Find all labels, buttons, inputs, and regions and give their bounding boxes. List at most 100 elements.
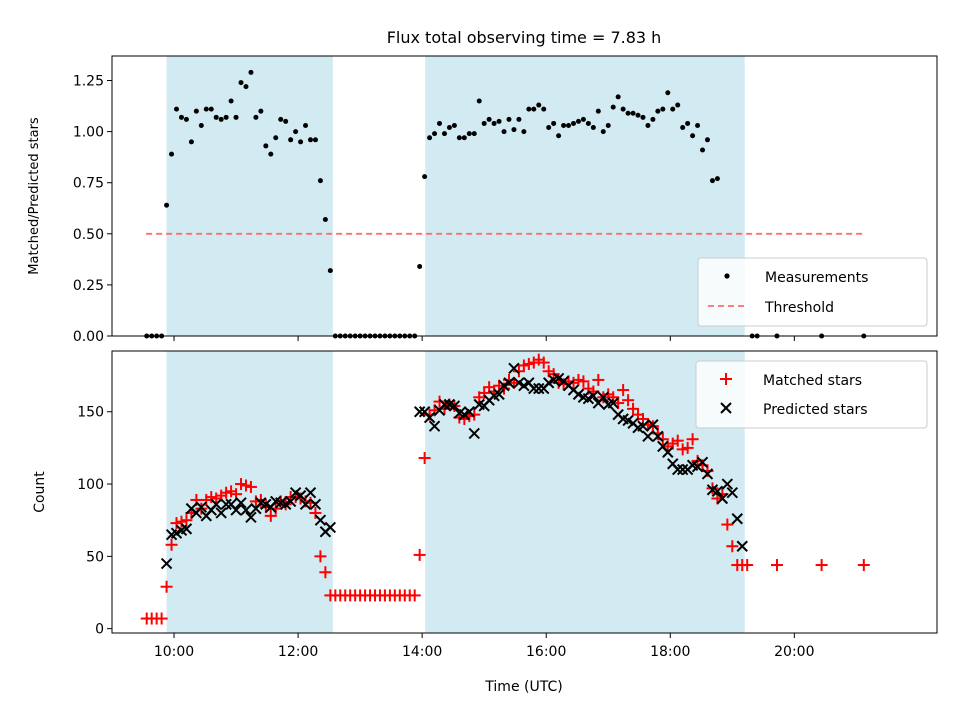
predicted-star-point xyxy=(652,430,664,443)
bottom-x-ticks: 10:00 12:00 14:00 16:00 18:00 20:00 xyxy=(154,633,815,660)
predicted-star-point xyxy=(210,498,222,510)
y-tick-label: 0.75 xyxy=(73,176,104,192)
x-tick-label: 12:00 xyxy=(278,644,318,660)
measurement-point xyxy=(317,178,323,184)
predicted-star-point xyxy=(160,557,173,570)
matched-star-point xyxy=(180,514,193,527)
measurement-point xyxy=(471,131,477,137)
measurement-point xyxy=(595,108,601,114)
predicted-star-point xyxy=(215,507,227,519)
measurement-point xyxy=(585,120,591,126)
measurement-point xyxy=(456,135,462,141)
matched-star-point xyxy=(706,482,719,495)
measurement-point xyxy=(704,137,710,143)
measurement-point xyxy=(437,120,443,126)
predicted-star-point xyxy=(230,504,242,516)
predicted-star-point xyxy=(413,406,426,418)
top-shaded-intervals xyxy=(166,56,745,336)
measurement-point xyxy=(263,143,269,149)
measurement-point xyxy=(630,110,636,116)
measurement-point xyxy=(680,125,686,131)
top-y-axis-label: Matched/Predicted stars xyxy=(27,117,42,275)
measurement-point xyxy=(461,135,467,141)
measurement-point xyxy=(223,114,229,120)
measurement-point xyxy=(198,122,204,128)
top-axes-frame xyxy=(111,55,938,337)
measurement-point xyxy=(610,104,616,110)
bottom-axes-frame xyxy=(111,350,938,634)
predicted-star-point xyxy=(324,521,337,534)
measurement-point xyxy=(665,90,671,96)
predicted-star-point xyxy=(448,400,461,412)
measurement-point xyxy=(655,108,661,114)
measurement-point xyxy=(427,135,433,141)
x-tick-label: 14:00 xyxy=(402,644,442,660)
bottom-x-axis-label: Time (UTC) xyxy=(484,679,562,695)
predicted-star-point xyxy=(597,391,609,403)
matched-star-point xyxy=(244,480,257,493)
predicted-star-point xyxy=(721,478,734,490)
chart-title: Flux total observing time = 7.83 h xyxy=(387,28,662,47)
measurement-point xyxy=(556,133,562,139)
measurement-point xyxy=(446,125,452,131)
legend-predicted-label: Predicted stars xyxy=(763,402,868,418)
bottom-y-ticks: 0 50 100 150 xyxy=(77,405,112,638)
predicted-star-point xyxy=(463,406,476,418)
measurement-point xyxy=(417,264,423,270)
measurement-point xyxy=(243,84,249,90)
predicted-star-point xyxy=(637,420,649,432)
measurement-point xyxy=(258,108,264,114)
measurement-point xyxy=(322,217,328,223)
measurement-point xyxy=(600,129,606,135)
measurement-point xyxy=(709,178,715,184)
measurement-point xyxy=(188,139,194,145)
predicted-star-point xyxy=(726,487,739,499)
predicted-stars-points xyxy=(160,362,748,570)
legend-threshold-label: Threshold xyxy=(764,300,834,316)
x-tick-label: 16:00 xyxy=(526,644,566,660)
measurement-point xyxy=(193,108,199,114)
top-legend: Measurements Threshold xyxy=(697,257,928,327)
measurement-point xyxy=(516,116,522,122)
measurement-point xyxy=(521,129,527,135)
matched-star-point xyxy=(686,433,699,446)
y-tick-label: 1.00 xyxy=(73,125,104,141)
measurement-point xyxy=(283,118,289,124)
predicted-star-point xyxy=(716,492,729,505)
measurement-point xyxy=(169,151,175,157)
measurement-point xyxy=(670,106,676,112)
measurement-point xyxy=(660,106,666,112)
shaded-interval xyxy=(166,351,333,633)
bottom-y-axis-label: Count xyxy=(32,471,48,513)
matched-star-point xyxy=(319,566,332,579)
measurement-point xyxy=(501,129,507,135)
measurement-point xyxy=(293,129,299,135)
matched-star-point xyxy=(309,506,322,519)
measurement-point xyxy=(526,106,532,112)
measurement-point xyxy=(675,102,681,108)
matched-star-point xyxy=(726,540,739,553)
predicted-star-point xyxy=(528,382,540,395)
measurement-point xyxy=(441,131,447,137)
measurement-point xyxy=(233,114,239,120)
predicted-star-point xyxy=(304,487,317,499)
matched-star-point xyxy=(656,433,669,446)
measurements-points xyxy=(144,69,867,339)
predicted-star-point xyxy=(235,497,247,509)
predicted-star-point xyxy=(195,501,208,513)
y-tick-label: 50 xyxy=(86,549,104,565)
measurement-point xyxy=(218,116,224,122)
measurement-point xyxy=(640,114,646,120)
legend-predicted-marker xyxy=(720,402,732,414)
measurement-point xyxy=(238,80,244,86)
measurement-point xyxy=(481,120,487,126)
measurement-point xyxy=(580,116,586,122)
measurement-point xyxy=(248,69,254,75)
predicted-star-point xyxy=(438,398,451,411)
measurement-point xyxy=(183,116,189,122)
y-tick-label: 1.25 xyxy=(73,74,104,90)
predicted-star-point xyxy=(284,495,297,508)
predicted-star-point xyxy=(676,463,689,476)
matched-star-point xyxy=(741,559,754,572)
predicted-star-point xyxy=(672,463,684,476)
